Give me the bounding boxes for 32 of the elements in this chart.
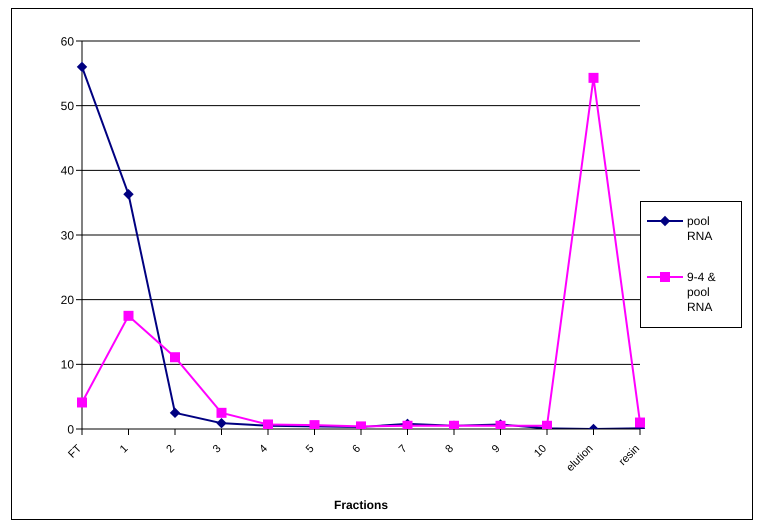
point <box>124 189 134 200</box>
y-tick-label: 60 <box>60 34 74 48</box>
x-tick-label: 8 <box>443 442 456 456</box>
legend-label: 9-4 & pool RNA <box>687 270 717 314</box>
legend-label: pool RNA <box>687 214 714 244</box>
y-tick-label: 20 <box>60 292 74 307</box>
x-tick-label: 5 <box>304 442 317 456</box>
x-axis-title: Fractions <box>334 498 388 512</box>
x-tick-label: 1 <box>118 442 131 456</box>
point <box>542 420 552 429</box>
point <box>124 310 134 321</box>
x-tick-label: 7 <box>396 442 410 456</box>
y-tick-label: 40 <box>60 164 74 178</box>
point <box>77 62 87 72</box>
point <box>635 418 645 428</box>
point <box>588 72 598 83</box>
point <box>216 418 226 428</box>
x-tick-label: 9 <box>490 442 503 456</box>
y-tick-label: 50 <box>60 98 74 113</box>
x-tick-label: 6 <box>350 442 364 456</box>
x-tick-label: 2 <box>164 442 178 456</box>
x-tick-label: FT <box>66 442 84 461</box>
point <box>170 408 180 418</box>
y-tick-label: 0 <box>67 422 74 436</box>
x-tick-label: 10 <box>532 442 550 460</box>
x-tick-label: 3 <box>210 442 224 456</box>
y-tick-label: 10 <box>60 358 74 372</box>
y-tick-label: 30 <box>60 228 74 242</box>
point <box>216 408 226 418</box>
point <box>77 397 87 408</box>
x-tick-label: 4 <box>257 442 270 456</box>
point <box>170 352 180 362</box>
